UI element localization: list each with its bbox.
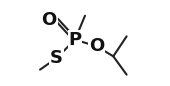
Text: O: O <box>41 11 57 29</box>
Text: P: P <box>69 31 82 49</box>
Text: O: O <box>89 37 104 55</box>
Text: S: S <box>50 49 63 67</box>
